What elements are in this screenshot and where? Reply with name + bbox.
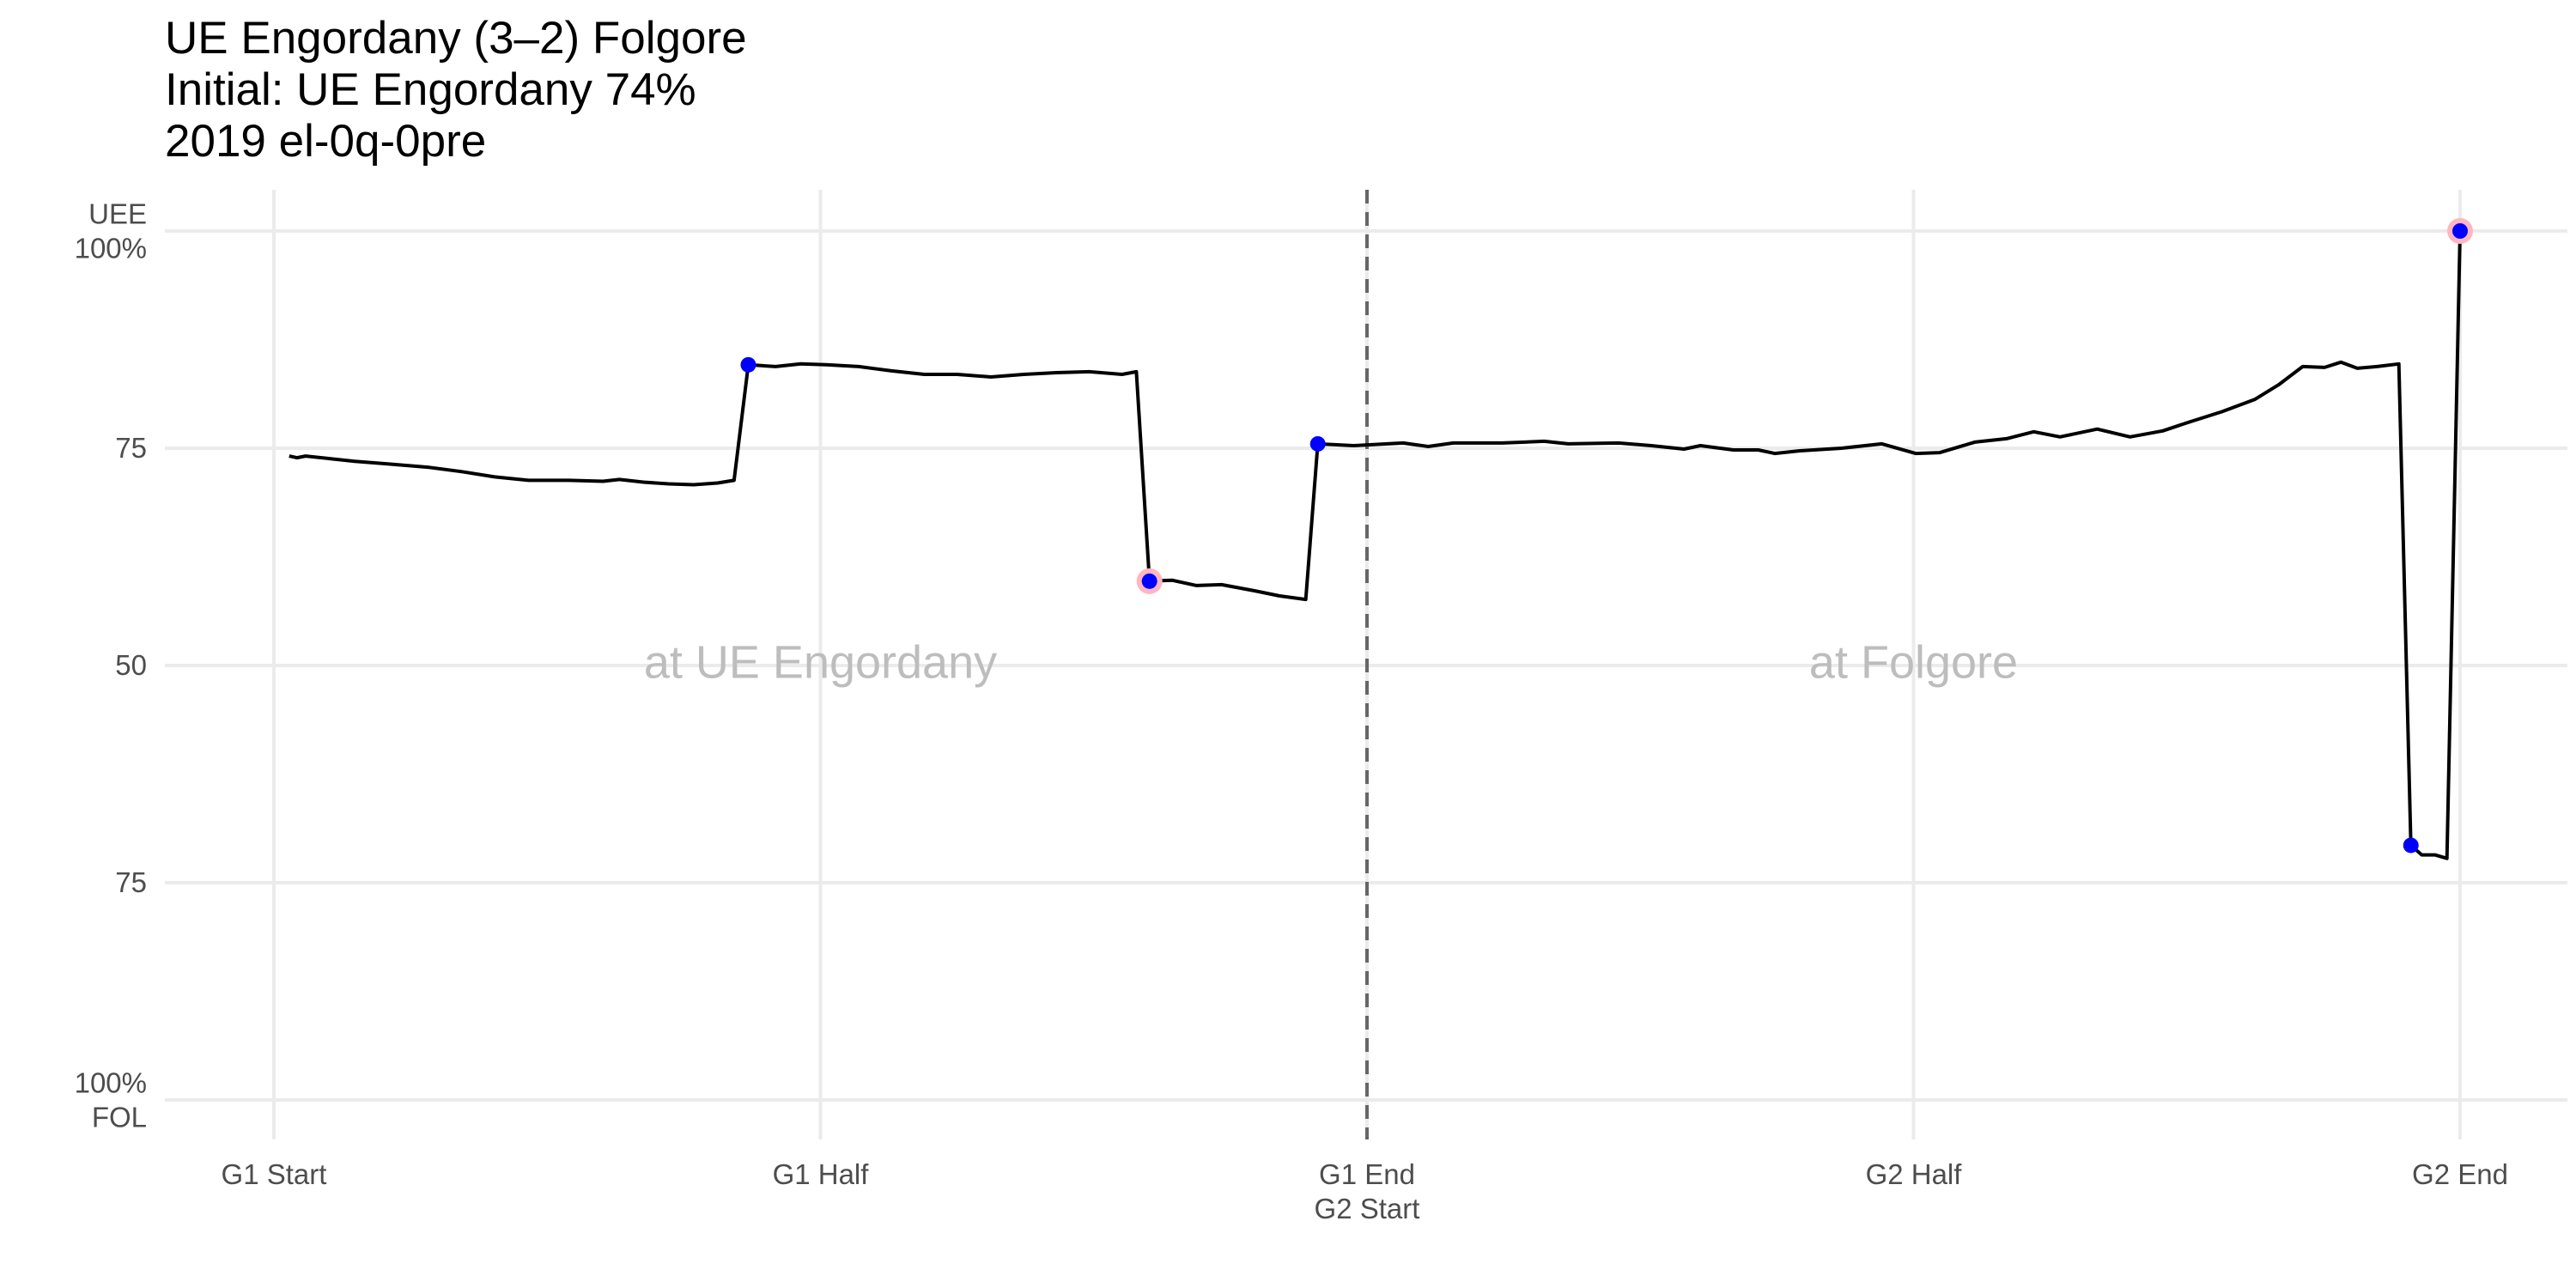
y-tick-label: 100% FOL (74, 1066, 147, 1133)
win-probability-line (289, 230, 2462, 860)
annotation: at UE Engordany (644, 636, 997, 688)
key-play-marker (2452, 223, 2468, 239)
annotation: at Folgore (1809, 636, 2018, 688)
key-play-marker (2403, 837, 2419, 854)
chart-title: UE Engordany (3–2) Folgore (165, 13, 747, 64)
key-play-marker (740, 356, 756, 373)
x-tick-label: G2 Half (1865, 1158, 1962, 1190)
x-tick-label: G2 End (2412, 1158, 2508, 1190)
x-tick-label: G1 End G2 Start (1314, 1158, 1420, 1224)
y-tick-label: 75 (115, 866, 147, 899)
y-tick-label: 50 (115, 649, 147, 682)
x-tick-label: G1 Half (772, 1158, 869, 1190)
chart-note: 2019 el-0q-0pre (165, 116, 487, 167)
y-tick-label: UEE 100% (74, 197, 147, 264)
chart-subtitle: Initial: UE Engordany 74% (165, 64, 696, 115)
key-play-marker (1309, 435, 1326, 452)
key-play-marker (1141, 573, 1157, 589)
x-tick-label: G1 Start (221, 1158, 327, 1190)
y-tick-label: 75 (115, 432, 147, 465)
